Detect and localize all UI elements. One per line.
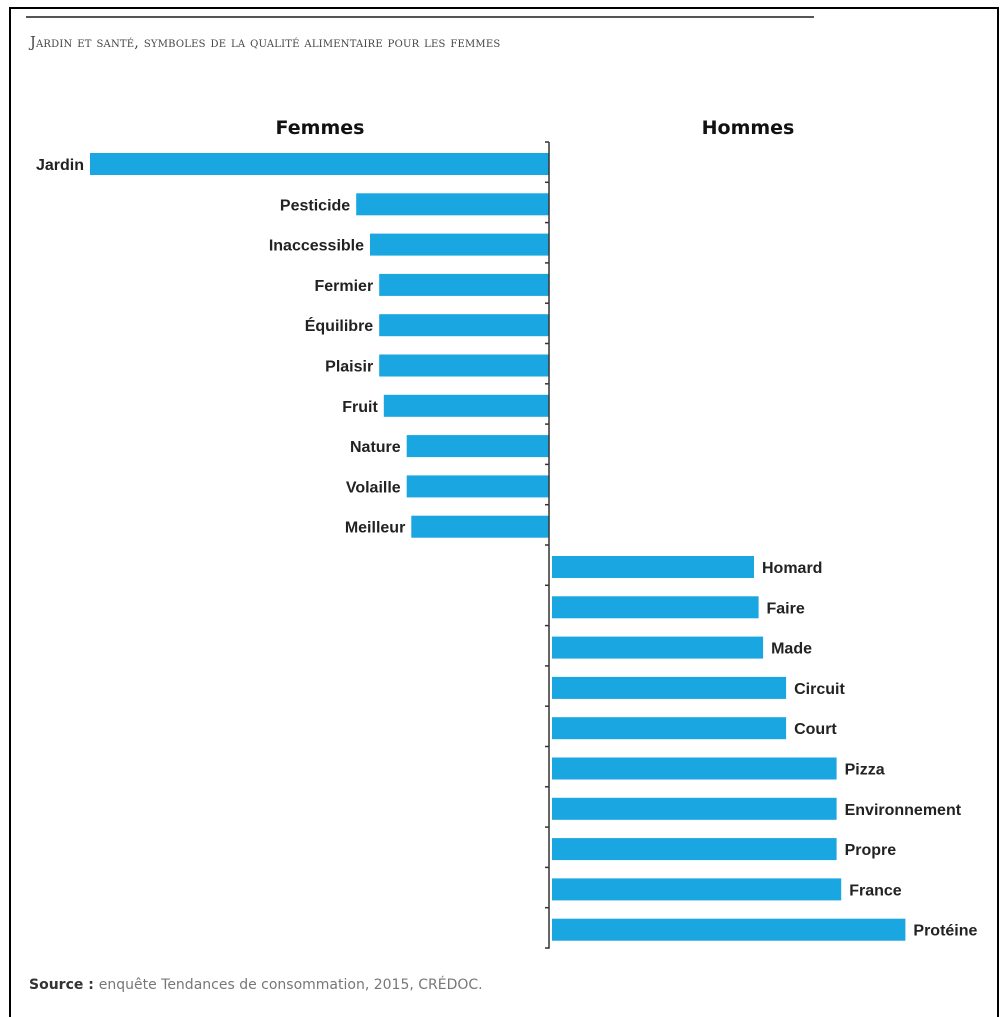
group-label-femmes: Femmes (276, 117, 365, 139)
category-label-proteine: Protéine (913, 923, 977, 940)
bar-inaccessible (370, 233, 549, 256)
title-rule (26, 16, 814, 18)
category-label-equilibre: Équilibre (305, 316, 374, 335)
category-label-inaccessible: Inaccessible (269, 238, 364, 255)
bar-faire (552, 596, 759, 619)
category-label-made: Made (771, 641, 812, 658)
bar-meilleur (411, 515, 549, 538)
figure-frame (9, 7, 999, 1017)
category-label-circuit: Circuit (794, 681, 845, 698)
category-label-homard: Homard (762, 560, 822, 577)
source-text: enquête Tendances de consommation, 2015,… (98, 977, 483, 993)
bar-environnement (552, 797, 837, 820)
bar-equilibre (379, 314, 549, 337)
bar-proteine (552, 918, 906, 941)
bar-court (552, 717, 787, 740)
bar-plaisir (379, 354, 549, 377)
category-label-court: Court (794, 721, 837, 738)
category-label-pizza: Pizza (845, 762, 885, 779)
bar-volaille (406, 475, 549, 498)
category-label-fermier: Fermier (314, 278, 373, 295)
bar-propre (552, 838, 837, 861)
group-label-hommes: Hommes (702, 117, 795, 139)
chart-title: Jardin et santé, symboles de la qualité … (30, 35, 501, 51)
bar-circuit (552, 676, 787, 699)
bar-made (552, 636, 764, 659)
bar-fermier (379, 273, 549, 296)
category-label-france: France (849, 882, 902, 899)
source-separator: : (83, 977, 99, 993)
category-label-jardin: Jardin (36, 157, 84, 174)
bar-nature (406, 435, 549, 458)
category-label-meilleur: Meilleur (345, 520, 405, 537)
bar-pesticide (356, 193, 549, 216)
category-label-faire: Faire (767, 600, 805, 617)
category-label-pesticide: Pesticide (280, 197, 350, 214)
category-label-plaisir: Plaisir (325, 359, 373, 376)
category-label-nature: Nature (350, 439, 401, 456)
source-label: Source (29, 977, 84, 993)
bar-homard (552, 556, 754, 578)
category-label-propre: Propre (845, 842, 897, 859)
bar-fruit (383, 394, 549, 417)
bar-jardin (90, 153, 549, 175)
category-label-environnement: Environnement (845, 802, 962, 819)
bar-pizza (552, 757, 837, 780)
bar-france (552, 878, 842, 901)
source-note: Source : enquête Tendances de consommati… (29, 977, 483, 993)
category-label-fruit: Fruit (342, 399, 378, 416)
category-label-volaille: Volaille (346, 479, 401, 496)
